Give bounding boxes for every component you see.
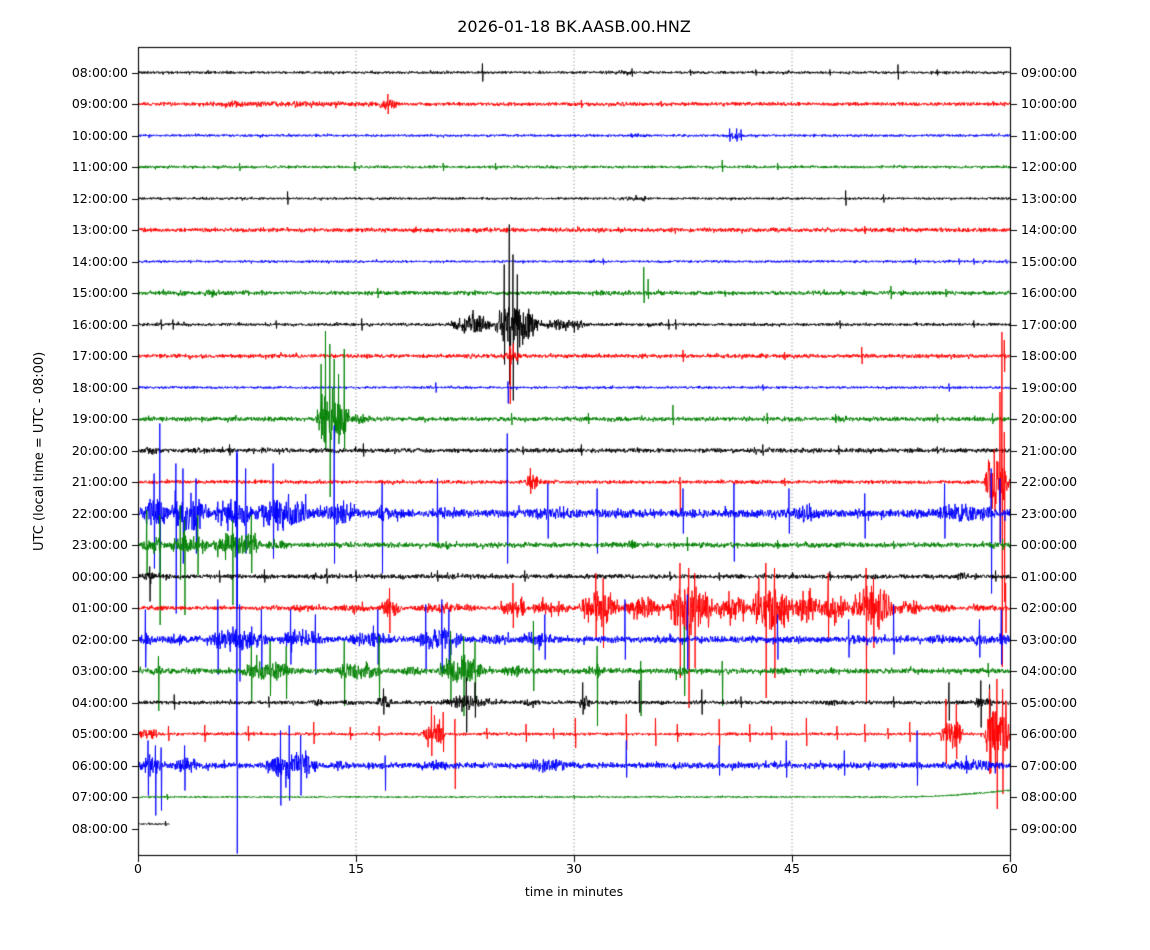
right-axis-local-label: 06:00:00: [1021, 726, 1078, 741]
right-axis-local-label: 13:00:00: [1021, 190, 1078, 206]
right-axis-local-label: 07:00:00: [1021, 757, 1078, 773]
figure-title: 2026-01-18 BK.AASB.00.HNZ: [457, 17, 691, 36]
right-axis-local-label: 22:00:00: [1021, 474, 1078, 489]
left-axis-utc-label: 12:00:00: [71, 190, 128, 206]
right-axis-local-label: 21:00:00: [1021, 442, 1078, 458]
left-axis-utc-label: 14:00:00: [71, 253, 128, 269]
right-axis-local-label: 04:00:00: [1021, 663, 1078, 678]
bottom-axis-minute-label: 15: [348, 861, 364, 876]
left-axis-utc-label: 04:00:00: [71, 694, 128, 710]
bottom-axis-minute-label: 0: [134, 861, 142, 876]
right-axis-local-label: 16:00:00: [1021, 285, 1078, 300]
left-axis-utc-label: 08:00:00: [71, 64, 128, 80]
bottom-axis-minute-label: 30: [566, 861, 582, 876]
left-axis-utc-label: 20:00:00: [71, 442, 128, 458]
left-axis-utc-label: 13:00:00: [71, 222, 128, 237]
bottom-axis-minute-label: 45: [784, 861, 800, 876]
bottom-axis-minute-label: 60: [1002, 861, 1018, 876]
left-axis-utc-label: 15:00:00: [71, 285, 128, 300]
right-axis-local-label: 17:00:00: [1021, 316, 1078, 332]
right-axis-local-label: 00:00:00: [1021, 537, 1078, 552]
left-axis-utc-label: 09:00:00: [71, 96, 128, 111]
right-axis-local-label: 02:00:00: [1021, 600, 1078, 615]
left-axis-utc-label: 07:00:00: [71, 789, 128, 804]
right-axis-local-label: 05:00:00: [1021, 694, 1078, 710]
left-axis-utc-label: 05:00:00: [71, 726, 128, 741]
right-axis-local-label: 01:00:00: [1021, 568, 1078, 584]
left-axis-utc-label: 11:00:00: [71, 159, 128, 174]
right-axis-local-label: 23:00:00: [1021, 505, 1078, 521]
left-axis-utc-label: 21:00:00: [71, 474, 128, 489]
left-axis-utc-label: 19:00:00: [71, 411, 128, 426]
left-axis-utc-label: 23:00:00: [71, 537, 128, 552]
right-axis-local-label: 08:00:00: [1021, 789, 1078, 804]
right-axis-local-label: 19:00:00: [1021, 379, 1078, 395]
left-axis-utc-label: 00:00:00: [71, 568, 128, 584]
right-axis-local-label: 20:00:00: [1021, 411, 1078, 426]
right-axis-local-label: 18:00:00: [1021, 348, 1078, 363]
x-axis-label: time in minutes: [524, 884, 624, 899]
left-axis-utc-label: 16:00:00: [71, 316, 128, 332]
right-axis-local-label: 12:00:00: [1021, 159, 1078, 174]
right-axis-local-label: 03:00:00: [1021, 631, 1078, 647]
right-axis-local-label: 11:00:00: [1021, 127, 1078, 143]
left-axis-utc-label: 03:00:00: [71, 663, 128, 678]
right-axis-local-label: 10:00:00: [1021, 96, 1078, 111]
right-axis-local-label: 15:00:00: [1021, 253, 1078, 269]
left-axis-utc-label: 06:00:00: [71, 757, 128, 773]
left-axis-utc-label: 01:00:00: [71, 600, 128, 615]
right-axis-local-label: 09:00:00: [1021, 820, 1078, 836]
left-axis-utc-label: 18:00:00: [71, 379, 128, 395]
right-axis-local-label: 14:00:00: [1021, 222, 1078, 237]
left-axis-utc-label: 08:00:00: [71, 820, 128, 836]
left-axis-utc-label: 10:00:00: [71, 127, 128, 143]
left-axis-utc-label: 22:00:00: [71, 505, 128, 521]
left-axis-utc-label: 02:00:00: [71, 631, 128, 647]
left-axis-utc-label: 17:00:00: [71, 348, 128, 363]
right-axis-local-label: 09:00:00: [1021, 64, 1078, 80]
